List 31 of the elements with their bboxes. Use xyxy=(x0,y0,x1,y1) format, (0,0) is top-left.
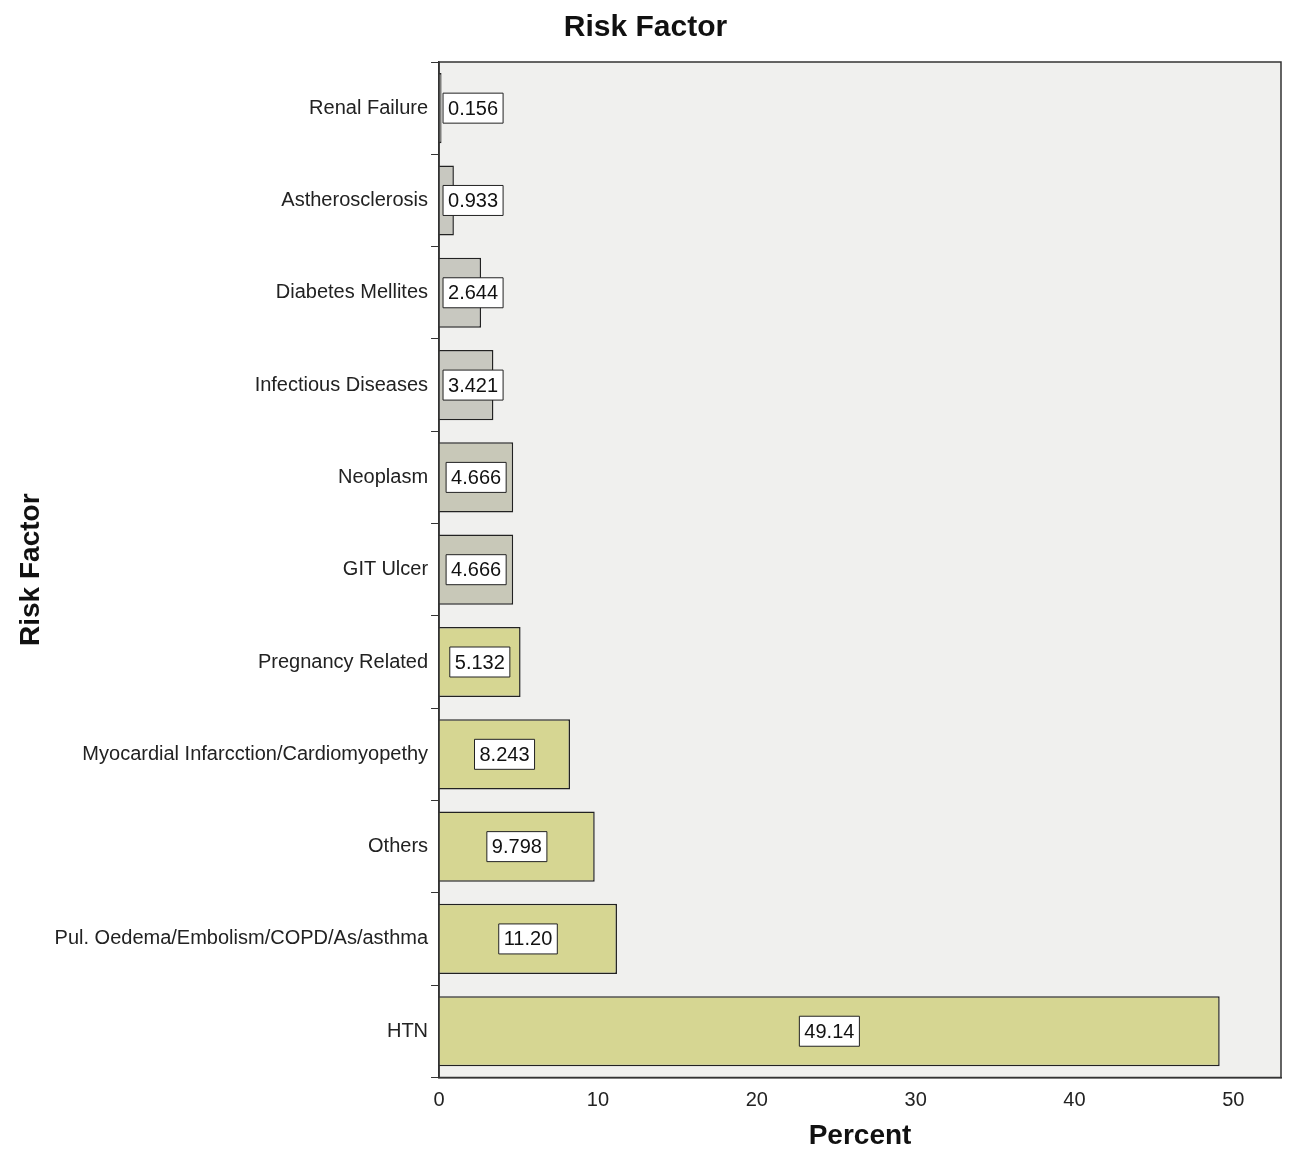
data-label: 49.14 xyxy=(804,1019,855,1042)
x-tick-label: 50 xyxy=(1222,1087,1245,1110)
data-label: 2.644 xyxy=(448,281,499,304)
y-tick-label: Neoplasm xyxy=(338,464,429,487)
data-label: 11.20 xyxy=(503,927,553,950)
chart-title: Risk Factor xyxy=(563,9,728,43)
data-label: 9.798 xyxy=(491,835,542,858)
y-tick-label: Pregnancy Related xyxy=(257,649,429,672)
data-label: 0.933 xyxy=(448,188,499,211)
data-label: 8.243 xyxy=(479,742,530,765)
x-tick-label: 10 xyxy=(586,1087,610,1110)
y-tick-label: HTN xyxy=(386,1018,429,1041)
x-tick-label: 0 xyxy=(433,1087,445,1110)
x-tick-label: 20 xyxy=(745,1087,768,1110)
y-tick-label: Others xyxy=(368,834,429,857)
x-axis-title: Percent xyxy=(808,1118,912,1150)
y-tick-label: Myocardial Infarcction/Cardiomyopethy xyxy=(82,741,429,764)
y-tick-label: Diabetes Mellites xyxy=(275,280,429,303)
y-tick-label: Pul. Oedema/Embolism/COPD/As/asthma xyxy=(54,926,429,949)
y-axis-title: Risk Factor xyxy=(13,493,45,646)
y-tick-label: Infectious Diseases xyxy=(254,372,429,395)
data-label: 0.156 xyxy=(448,96,499,119)
y-tick-label: GIT Ulcer xyxy=(342,557,429,580)
data-label: 4.666 xyxy=(451,558,502,581)
data-label: 3.421 xyxy=(448,373,499,396)
data-label: 5.132 xyxy=(454,650,505,673)
y-tick-label: Astherosclerosis xyxy=(281,187,429,210)
x-tick-label: 40 xyxy=(1063,1087,1086,1110)
x-tick-label: 30 xyxy=(904,1087,927,1110)
data-label: 4.666 xyxy=(451,465,502,488)
y-tick-label: Renal Failure xyxy=(309,95,429,118)
